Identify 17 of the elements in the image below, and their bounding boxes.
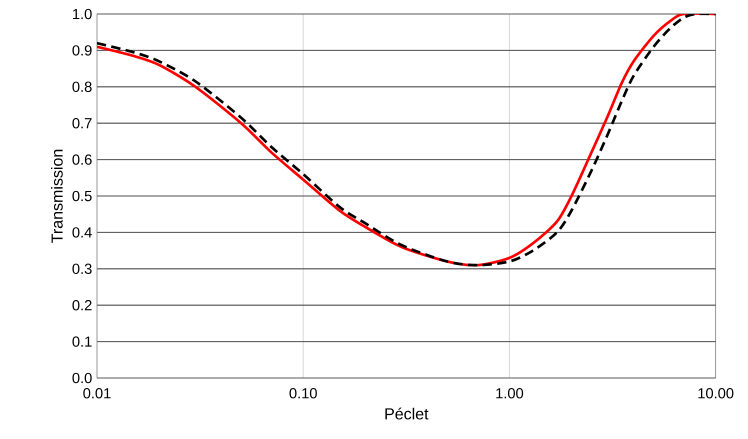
y-tick-label: 0.1: [72, 336, 92, 347]
x-axis-title: Péclet: [385, 408, 428, 420]
y-axis-title: Transmission: [51, 150, 63, 243]
y-tick-label: 0.0: [72, 372, 92, 384]
y-tick-label: 0.5: [72, 190, 92, 202]
x-tick-label: 1.00: [496, 388, 524, 398]
y-tick-label: 0.4: [72, 227, 92, 238]
y-tick-label: 0.7: [72, 118, 92, 128]
x-tick-label: 0.01: [83, 388, 111, 398]
y-tick-label: 0.3: [72, 264, 92, 274]
y-tick-label: 0.8: [72, 82, 92, 92]
x-tick-label: 0.10: [290, 388, 317, 398]
y-tick-label: 0.2: [72, 300, 92, 310]
y-tick-label: 0.6: [72, 154, 92, 165]
y-tick-label: 1.0: [73, 8, 92, 20]
y-tick-label: 0.9: [72, 45, 92, 56]
x-tick-label: 10.00: [698, 388, 734, 398]
